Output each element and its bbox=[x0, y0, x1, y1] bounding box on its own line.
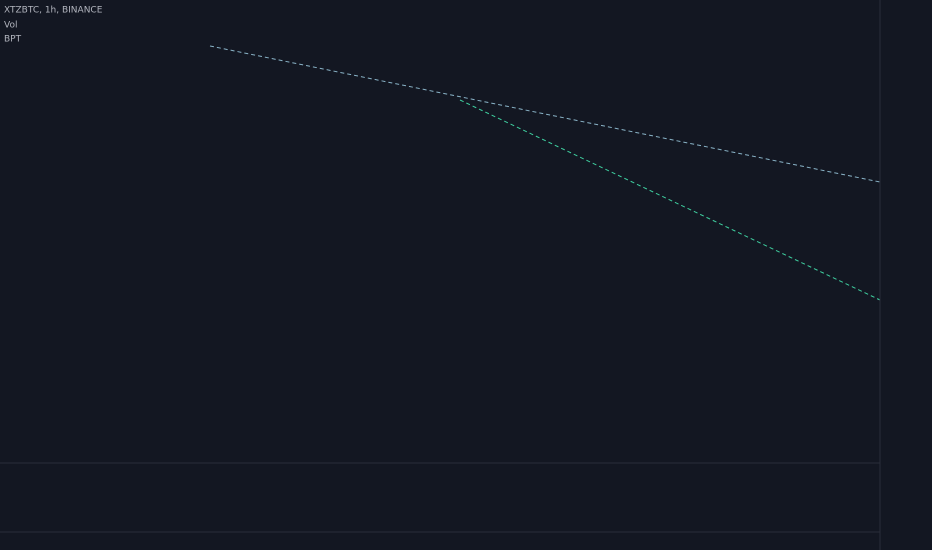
legend-item: Vol bbox=[4, 21, 17, 31]
legend-item: BPT bbox=[4, 35, 22, 45]
trend-line bbox=[459, 99, 881, 301]
trend-line bbox=[209, 45, 881, 183]
chart-title: XTZBTC, 1h, BINANCE bbox=[4, 6, 103, 16]
